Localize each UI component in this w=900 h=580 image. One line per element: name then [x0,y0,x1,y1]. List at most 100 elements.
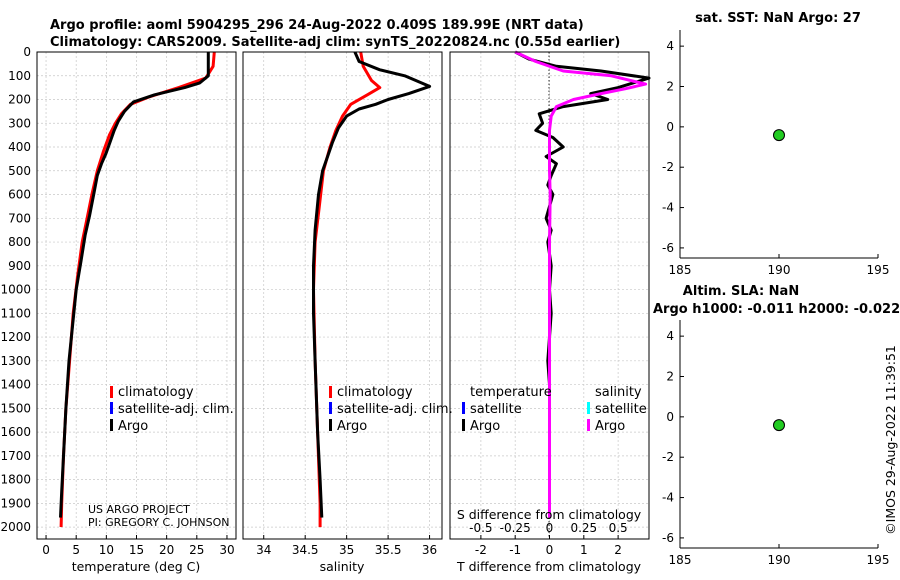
s-diff-tick-label: -0.5 [469,521,492,535]
depth-tick-label: 1600 [0,425,31,439]
x-tick-label: 35.5 [375,543,402,557]
legend-satellite-adj: satellite-adj. clim. [118,402,234,417]
depth-tick-label: 2000 [0,520,31,534]
x-tick-label: -1 [509,543,521,557]
depth-tick-label: 100 [8,69,31,83]
x-tick-label: 1 [580,543,588,557]
x-tick-label: 36 [422,543,437,557]
y-tick-label: -4 [662,491,674,505]
y-tick-label: -6 [662,241,674,255]
x-tick-label: 185 [669,553,692,567]
s-diff-tick-label: -0.25 [500,521,531,535]
sla-panel: Altim. SLA: NaN Argo h1000: -0.011 h2000… [653,284,900,567]
legend-climatology: climatology [118,385,194,400]
legend-satellite-t: satellite [470,402,522,417]
x-tick-label: 0 [546,543,554,557]
legend-argo-t: Argo [470,419,500,434]
x-tick-label: 195 [867,263,890,277]
legend-argo-s: Argo [337,419,367,434]
scatter-point [773,419,785,432]
x-tick-label: 15 [129,543,144,557]
depth-tick-label: 800 [8,235,31,249]
y-tick-label: -4 [662,201,674,215]
x-tick-label: 10 [99,543,114,557]
depth-tick-label: 1100 [0,306,31,320]
x-tick-label: 190 [768,553,791,567]
depth-tick-label: 1900 [0,496,31,510]
temperature-panel: 0100200300400500600700800900100011001200… [0,45,237,574]
y-tick-label: 2 [666,369,674,383]
series-line-t-diff-argo [514,50,651,518]
t-diff-label: T difference from climatology [456,559,642,574]
salinity-xlabel: salinity [320,559,365,574]
temperature-xlabel: temperature (deg C) [72,559,201,574]
depth-tick-label: 200 [8,93,31,107]
salinity-legend: climatology satellite-adj. clim. Argo [329,385,453,434]
header-line2: Climatology: CARS2009. Satellite-adj cli… [50,35,620,50]
legend-temperature: temperature [470,385,552,400]
series-line-s-diff-argo [514,50,648,518]
series-line-argo [59,52,210,518]
y-tick-label: 0 [666,120,674,134]
pi-label: PI: GREGORY C. JOHNSON [88,516,229,529]
y-tick-label: 2 [666,79,674,93]
x-tick-label: 0 [42,543,50,557]
y-tick-label: 0 [666,410,674,424]
depth-tick-label: 600 [8,188,31,202]
x-tick-label: 25 [189,543,204,557]
header-line1: Argo profile: aoml 5904295_296 24-Aug-20… [50,18,584,33]
s-diff-tick-label: 0.25 [570,521,597,535]
temperature-legend: climatology satellite-adj. clim. Argo [110,385,234,434]
y-tick-label: -6 [662,531,674,545]
imos-stamp: ©IMOS 29-Aug-2022 11:39:51 [883,345,898,535]
x-tick-label: 190 [768,263,791,277]
sla-title2: Argo h1000: -0.011 h2000: -0.022 [653,302,900,317]
sst-panel: sat. SST: NaN Argo: 27 4 2 0 -2 -4 -6 185 190 19… [662,11,889,277]
x-tick-label: 5 [72,543,80,557]
depth-tick-label: 400 [8,140,31,154]
legend-climatology-s: climatology [337,385,413,400]
depth-tick-label: 0 [23,45,31,59]
sla-title: Altim. SLA: NaN [683,284,799,299]
depth-tick-label: 300 [8,116,31,130]
difference-legend: temperature satellite Argo salinity sate… [462,385,647,434]
project-label: US ARGO PROJECT [88,503,190,516]
x-tick-label: 35 [339,543,354,557]
y-tick-label: -2 [662,450,674,464]
y-tick-label: 4 [666,39,674,53]
y-tick-label: 4 [666,329,674,343]
series-line-argo [312,51,432,518]
depth-tick-label: 1300 [0,354,31,368]
x-tick-label: 185 [669,263,692,277]
depth-tick-label: 1500 [0,401,31,415]
depth-tick-label: 1200 [0,330,31,344]
x-tick-label: 34.5 [292,543,319,557]
x-tick-label: 195 [867,553,890,567]
s-diff-tick-label: 0.5 [609,521,628,535]
depth-tick-label: 900 [8,259,31,273]
x-tick-label: 2 [614,543,622,557]
depth-tick-label: 1000 [0,283,31,297]
sst-title: sat. SST: NaN Argo: 27 [695,11,861,26]
difference-panel: -2 -1 0 1 2 -0.5 -0.25 0 0.25 0.5 S difference f… [449,50,651,574]
legend-salinity: salinity [595,385,642,400]
scatter-point [773,129,785,142]
salinity-panel: 34 34.5 35 35.5 36 salinity climatology sate… [242,51,453,574]
legend-argo: Argo [118,419,148,434]
depth-tick-label: 500 [8,164,31,178]
depth-tick-label: 1400 [0,378,31,392]
y-tick-label: -2 [662,160,674,174]
legend-argo-sal: Argo [595,419,625,434]
depth-tick-label: 1700 [0,449,31,463]
legend-satellite-s: satellite [595,402,647,417]
x-tick-label: 34 [256,543,271,557]
s-diff-tick-label: 0 [546,521,554,535]
s-diff-label: S difference from climatology [457,507,642,522]
x-tick-label: 30 [219,543,234,557]
legend-satellite-adj-s: satellite-adj. clim. [337,402,453,417]
x-tick-label: 20 [159,543,174,557]
depth-tick-label: 700 [8,211,31,225]
depth-tick-label: 1800 [0,473,31,487]
x-tick-label: -2 [475,543,487,557]
